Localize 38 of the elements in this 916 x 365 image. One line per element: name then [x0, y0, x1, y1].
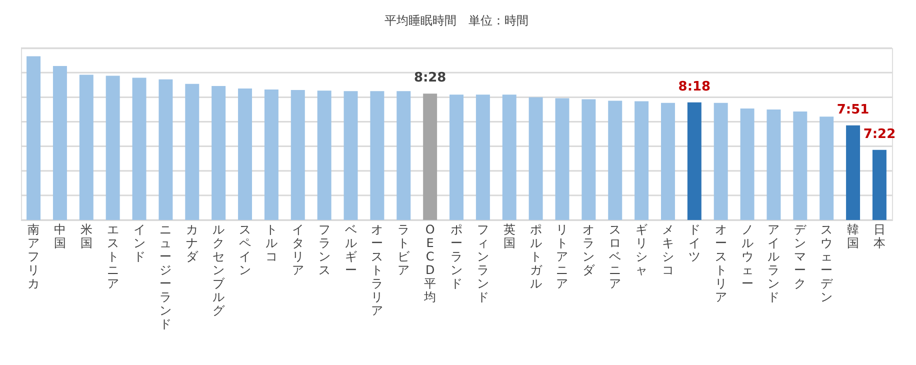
- x-tick-label: OECD平均: [423, 222, 436, 304]
- x-tick-label: エストニア: [106, 222, 119, 290]
- x-tick-label: メキシコ: [662, 222, 674, 277]
- x-tick-label: ポーランド: [450, 222, 462, 290]
- x-tick-label: フランス: [318, 222, 330, 277]
- data-label: 8:28: [414, 70, 446, 86]
- x-tick-label: ルクセンブルグ: [212, 222, 226, 318]
- x-tick-label: 英国: [503, 222, 516, 250]
- x-tick-label: トルコ: [265, 222, 278, 264]
- x-tick-label: イタリア: [292, 222, 304, 277]
- chart-title: 平均睡眠時間 単位：時間: [384, 13, 528, 28]
- x-tick-label: スウェーデン: [820, 222, 834, 304]
- x-tick-label: オーストリア: [714, 222, 727, 304]
- x-tick-label: デンマーク: [794, 222, 808, 290]
- x-tick-label: ラトビア: [398, 222, 411, 277]
- x-tick-label: オランダ: [582, 222, 596, 277]
- x-tick-label: 日本: [873, 222, 886, 250]
- x-tick-label: インド: [133, 222, 146, 264]
- x-tick-label: ベルギー: [344, 222, 357, 277]
- x-tick-label: 中国: [54, 222, 66, 250]
- x-tick-label: ニュージーランド: [160, 222, 172, 331]
- x-tick-label: ドイツ: [688, 222, 700, 264]
- x-tick-label: ノルウェー: [741, 222, 754, 290]
- x-tick-label: スペイン: [239, 222, 252, 277]
- x-tick-label: ポルトガル: [530, 222, 543, 290]
- x-tick-label: フィンランド: [476, 222, 489, 304]
- x-tick-label: 米国: [80, 222, 92, 250]
- data-label: 7:51: [836, 102, 870, 118]
- data-label: 7:22: [863, 126, 896, 142]
- x-tick-label: アイルランド: [768, 222, 780, 304]
- x-tick-label: リトアニア: [556, 222, 568, 290]
- x-tick-label: 南アフリカ: [28, 222, 40, 290]
- data-label: 8:18: [678, 79, 711, 94]
- x-tick-label: 韓国: [847, 222, 860, 250]
- x-tick-label: スロベニア: [609, 222, 622, 290]
- x-tick-label: ギリシャ: [636, 222, 648, 277]
- x-tick-label: カナダ: [186, 222, 200, 264]
- x-tick-label: オーストラリア: [371, 222, 384, 318]
